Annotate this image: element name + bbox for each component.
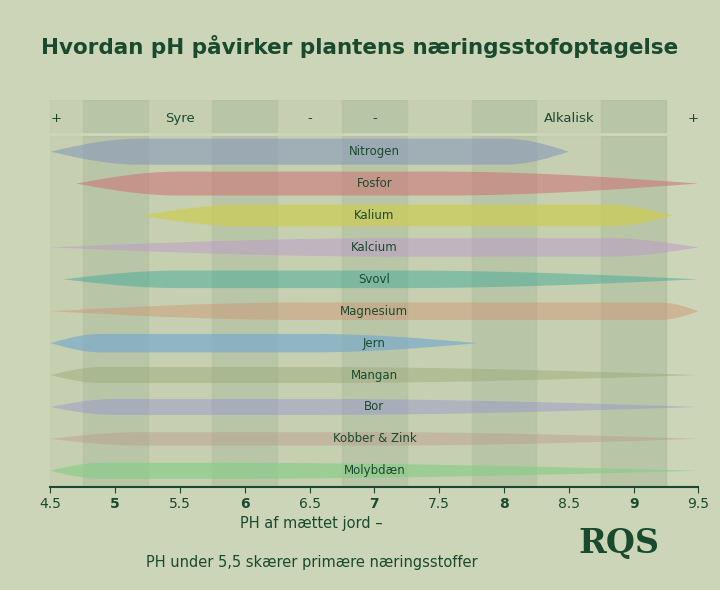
Text: Magnesium: Magnesium [341, 304, 408, 318]
Text: Molybdæn: Molybdæn [343, 464, 405, 477]
Bar [407, 136, 472, 487]
Bar [212, 100, 277, 133]
Text: Syre: Syre [165, 112, 195, 124]
Polygon shape [63, 271, 698, 288]
Text: Alkalisk: Alkalisk [544, 112, 594, 124]
Polygon shape [50, 238, 698, 257]
Bar [50, 136, 83, 487]
Text: Fosfor: Fosfor [356, 177, 392, 190]
Polygon shape [50, 432, 698, 445]
Text: +: + [688, 112, 698, 124]
Polygon shape [141, 205, 672, 227]
Text: RQS: RQS [579, 527, 660, 560]
Text: -: - [307, 112, 312, 124]
Text: Bor: Bor [364, 401, 384, 414]
Polygon shape [50, 399, 698, 415]
Text: Jern: Jern [363, 337, 386, 350]
Text: Kalium: Kalium [354, 209, 395, 222]
Bar [50, 100, 83, 133]
Polygon shape [50, 334, 478, 352]
Polygon shape [50, 463, 698, 478]
Bar [407, 100, 472, 133]
Bar [83, 136, 148, 487]
Bar [342, 100, 407, 133]
Text: -: - [372, 112, 377, 124]
Bar [212, 136, 277, 487]
Text: PH af mættet jord –: PH af mættet jord – [240, 516, 383, 532]
Text: PH under 5,5 skærer primære næringsstoffer: PH under 5,5 skærer primære næringsstoff… [146, 555, 477, 571]
Text: Svovl: Svovl [359, 273, 390, 286]
Bar [601, 100, 666, 133]
Text: Kalcium: Kalcium [351, 241, 397, 254]
Bar [536, 100, 601, 133]
Text: Mangan: Mangan [351, 369, 398, 382]
Bar [277, 136, 342, 487]
Bar [342, 136, 407, 487]
Text: +: + [50, 112, 61, 124]
Text: Hvordan pH påvirker plantens næringsstofoptagelse: Hvordan pH påvirker plantens næringsstof… [41, 35, 679, 58]
Polygon shape [50, 139, 569, 165]
Polygon shape [50, 303, 698, 320]
Bar [601, 136, 666, 487]
Polygon shape [76, 172, 698, 195]
Polygon shape [50, 367, 698, 383]
Bar [148, 136, 212, 487]
Text: Nitrogen: Nitrogen [349, 145, 400, 158]
Text: Kobber & Zink: Kobber & Zink [333, 432, 416, 445]
Bar [472, 136, 536, 487]
Bar [536, 136, 601, 487]
Bar [277, 100, 342, 133]
Bar [472, 100, 536, 133]
Bar [148, 100, 212, 133]
Bar [83, 100, 148, 133]
